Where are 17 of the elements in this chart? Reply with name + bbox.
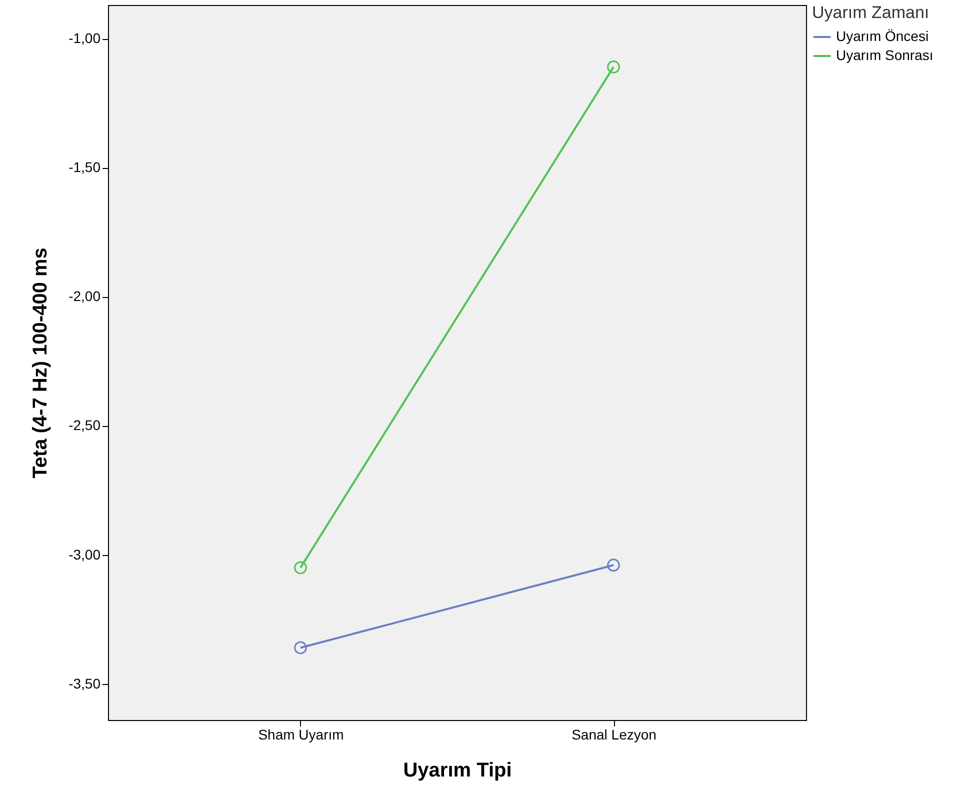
y-tick-label: -2,00 (68, 288, 101, 304)
x-tick-label: Sham Uyarım (258, 726, 344, 742)
y-tick-label: -3,50 (68, 675, 101, 692)
y-axis-title: Teta (4-7 Hz) 100-400 ms (30, 248, 52, 478)
y-tick-label: -1,50 (68, 159, 101, 176)
x-tick-label: Sanal Lezyon (572, 726, 656, 742)
legend-label: Uyarım Sonrası (836, 47, 934, 63)
point (607, 60, 620, 74)
x-axis-title: Uyarım Tipi (403, 760, 512, 782)
legend-title: Uyarım Zamanı (812, 3, 930, 22)
point (294, 641, 307, 654)
point (294, 561, 307, 574)
legend-label: Uyarım Öncesi (836, 28, 929, 44)
point (607, 558, 620, 572)
y-tick-label: -3,00 (68, 546, 101, 562)
y-tick-label: -2,50 (68, 417, 101, 434)
y-tick-label: -1,00 (68, 30, 101, 46)
